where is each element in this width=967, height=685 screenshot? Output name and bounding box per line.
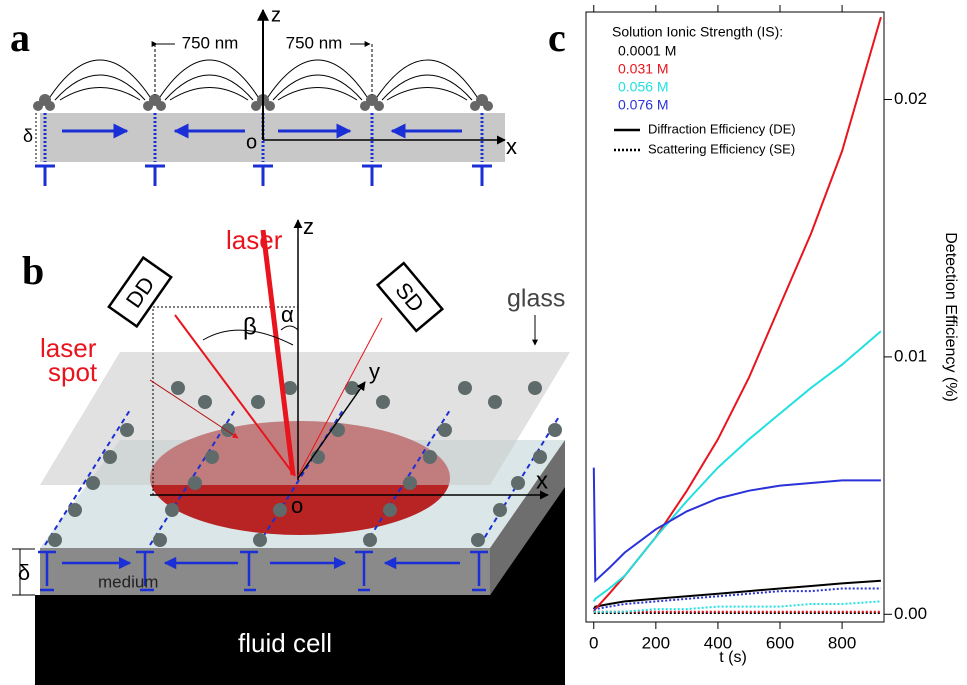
sd-detector: SD	[375, 261, 445, 333]
scattered-beam	[297, 317, 383, 477]
laser-label: laser	[226, 225, 283, 255]
medium-layer	[40, 113, 505, 162]
legend-entry: 0.056 M	[618, 79, 669, 95]
laser-spot-label: spot	[48, 357, 98, 387]
axis-label: x	[506, 134, 517, 159]
origin-label: o	[246, 131, 257, 153]
dd-detector: DD	[107, 255, 173, 329]
panel-label: a	[10, 15, 30, 60]
x-tick-label: 200	[642, 633, 670, 652]
y-tick-label: 0.00	[894, 604, 927, 623]
panel-a: a z x o 750 nm 750 nm δ	[10, 4, 517, 186]
legend-style: Scattering Efficiency (SE)	[648, 141, 795, 156]
data-line	[592, 16, 882, 613]
legend-title: Solution Ionic Strength (IS):	[612, 24, 783, 40]
plot-frame	[585, 11, 885, 623]
panel-c: c t (s) Detection Efficiency (%) Solutio…	[548, 5, 959, 666]
thickness-label: δ	[23, 126, 33, 146]
legend-entry: 0.031 M	[618, 61, 669, 77]
glass-label: glass	[507, 285, 565, 313]
y-axis	[297, 381, 366, 479]
medium-side	[490, 440, 565, 595]
data-line	[592, 330, 882, 602]
x-tick-label: 600	[766, 633, 794, 652]
legend-entry: 0.076 M	[618, 97, 669, 113]
fluid-cell-label: fluid cell	[238, 628, 332, 658]
particles	[33, 94, 493, 111]
data-line	[593, 587, 881, 611]
glass	[40, 352, 570, 485]
angle-arc	[280, 325, 299, 331]
thickness-bracket	[12, 548, 35, 596]
thickness-label: δ	[18, 560, 30, 585]
projection	[152, 306, 298, 495]
x-tick-label: 0	[589, 633, 598, 652]
laser-spot-label: laser	[40, 333, 97, 363]
legend-style: Diffraction Efficiency (DE)	[648, 121, 796, 136]
spacing-markers	[154, 44, 373, 95]
x-tick-label: 400	[704, 633, 732, 652]
angle-label: α	[281, 302, 294, 327]
panel-b: b DD SD laser z β α y x o glass laser sp…	[12, 214, 570, 685]
axis-label: x	[536, 467, 548, 494]
axis-label: y	[369, 359, 380, 384]
field-lines	[47, 59, 480, 101]
x-tick-label: 800	[828, 633, 856, 652]
spacing-label: 750 nm	[182, 33, 239, 52]
laser-beam	[260, 229, 296, 476]
diffracted-beam	[174, 314, 296, 477]
particles	[48, 381, 562, 547]
angle-label: β	[243, 313, 257, 340]
axis-label: z	[303, 214, 314, 239]
x-axis-label: t (s)	[719, 649, 747, 666]
panel-label: c	[548, 15, 566, 60]
medium-label: medium	[98, 572, 158, 591]
fluid-cell	[35, 485, 565, 685]
legend-entry: 0.0001 M	[618, 43, 676, 59]
data-line	[592, 579, 881, 610]
laser-spot-arrow	[149, 379, 239, 439]
panel-label: b	[22, 248, 44, 293]
medium-front	[40, 548, 490, 595]
y-tick-label: 0.01	[894, 346, 927, 365]
axis-label: z	[271, 4, 281, 26]
data-line	[592, 467, 881, 584]
y-axis-label: Detection Efficiency (%)	[942, 232, 959, 402]
spacing-label: 750 nm	[286, 33, 343, 52]
data-line	[593, 600, 881, 613]
angle-arc	[202, 329, 294, 346]
y-tick-label: 0.02	[894, 89, 927, 108]
charge-arrows	[38, 550, 488, 592]
origin-label: o	[291, 493, 303, 518]
